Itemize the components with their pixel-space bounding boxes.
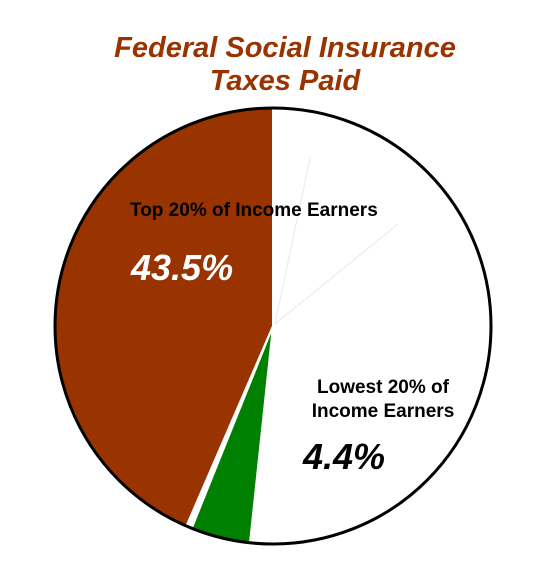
pie-slices bbox=[54, 106, 491, 544]
chart-title: Federal Social Insurance Taxes Paid bbox=[0, 32, 550, 98]
pie-inner-line-1 bbox=[274, 157, 311, 325]
pie-inner-lines bbox=[274, 157, 399, 325]
slice-label-lowest-20: Lowest 20% of Income Earners bbox=[288, 376, 478, 424]
slice-value-lowest-20: 4.4% bbox=[303, 436, 386, 477]
slice-label-top-20: Top 20% of Income Earners bbox=[130, 200, 378, 221]
chart-title-line-2: Taxes Paid bbox=[209, 65, 361, 97]
slice-label-lowest-20-line-2: Income Earners bbox=[311, 401, 455, 422]
slice-label-lowest-20-line-1: Lowest 20% of bbox=[317, 377, 449, 398]
pie-inner-line-2 bbox=[274, 223, 399, 325]
slice-remainder bbox=[249, 108, 491, 544]
slice-value-top-20: 43.5% bbox=[131, 247, 234, 288]
pie-outline bbox=[53, 106, 493, 546]
chart-title-line-1: Federal Social Insurance bbox=[114, 32, 456, 64]
